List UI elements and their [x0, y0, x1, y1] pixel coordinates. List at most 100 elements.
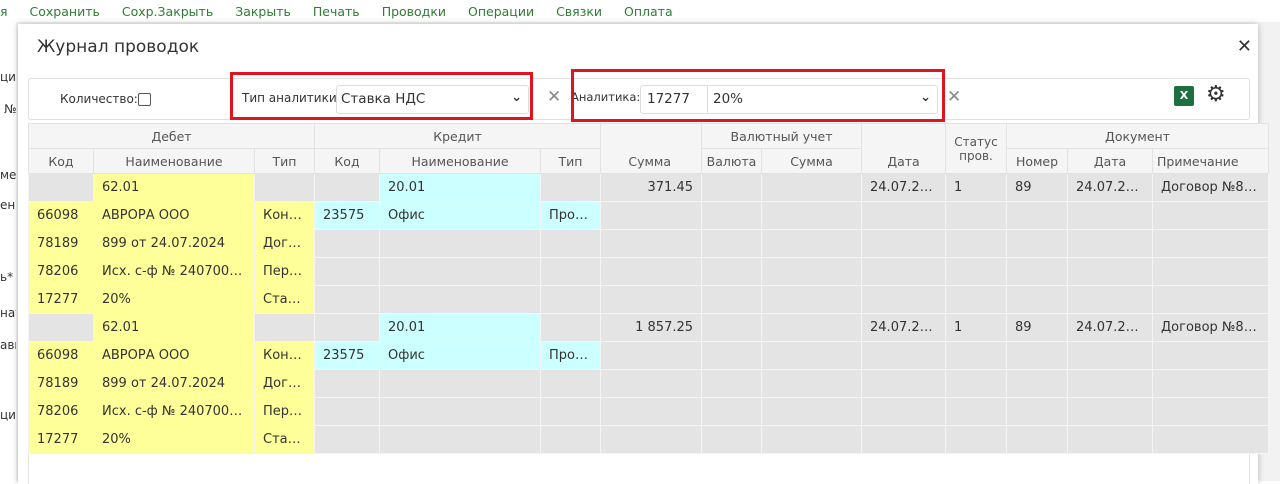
analytics-row[interactable]: 17277 20% Став... [28, 285, 1270, 314]
empty-cell[interactable] [1067, 201, 1154, 230]
empty-cell[interactable] [1152, 397, 1270, 426]
debit-code[interactable] [28, 313, 94, 342]
close-icon[interactable]: ✕ [1236, 36, 1252, 57]
debit-analytics-name[interactable]: 20% [93, 425, 255, 454]
empty-cell[interactable] [861, 285, 947, 314]
empty-cell[interactable] [600, 201, 703, 230]
header-credit-type[interactable]: Тип [540, 148, 602, 174]
credit-analytics-code[interactable]: 23575 [314, 341, 381, 370]
empty-cell[interactable] [761, 257, 863, 286]
credit-analytics-name[interactable]: Офис [379, 341, 542, 370]
analytics-type-select[interactable]: Ставка НДС ⌄ [336, 85, 529, 114]
empty-cell[interactable] [1067, 229, 1154, 258]
empty-cell[interactable] [861, 369, 947, 398]
debit-analytics-code[interactable]: 66098 [28, 201, 94, 230]
empty-cell[interactable] [761, 229, 863, 258]
doc-number[interactable]: 89 [1006, 313, 1069, 342]
debit-analytics-code[interactable]: 78206 [28, 257, 94, 286]
debit-analytics-type[interactable]: Перв... [253, 397, 316, 426]
header-debit-name[interactable]: Наименование [93, 148, 255, 174]
credit-analytics-code[interactable] [314, 397, 381, 426]
toolbar-item[interactable]: Связки [556, 3, 603, 19]
sum[interactable]: 1 857.25 [600, 313, 703, 342]
currency[interactable] [701, 173, 763, 202]
analytics-row[interactable]: 78189 899 от 24.07.2024 Дого... [28, 229, 1270, 258]
empty-cell[interactable] [701, 201, 763, 230]
debit-code[interactable] [28, 173, 94, 202]
empty-cell[interactable] [1006, 425, 1069, 454]
quantity-checkbox[interactable] [138, 93, 151, 106]
credit-analytics-code[interactable] [314, 369, 381, 398]
debit-analytics-type[interactable]: Перв... [253, 257, 316, 286]
header-status[interactable]: Статус пров. [945, 123, 1008, 174]
credit-analytics-type[interactable] [540, 285, 602, 314]
excel-export-button[interactable]: X [1174, 86, 1194, 106]
doc-date[interactable]: 24.07.2024 [1067, 173, 1154, 202]
note[interactable]: Договор №899 [1152, 313, 1270, 342]
note[interactable]: Договор №899 [1152, 173, 1270, 202]
credit-account[interactable]: 20.01 [379, 313, 542, 342]
empty-cell[interactable] [861, 425, 947, 454]
toolbar-item[interactable]: Сохранить [29, 3, 100, 19]
status[interactable]: 1 [945, 313, 1008, 342]
analytics-row[interactable]: 66098 АВРОРА ООО Конт... 23575 Офис Прое... [28, 341, 1270, 370]
debit-analytics-type[interactable]: Конт... [253, 201, 316, 230]
empty-cell[interactable] [701, 285, 763, 314]
empty-cell[interactable] [701, 341, 763, 370]
credit-analytics-name[interactable] [379, 425, 542, 454]
analytics-row[interactable]: 78189 899 от 24.07.2024 Дого... [28, 369, 1270, 398]
empty-cell[interactable] [701, 397, 763, 426]
debit-analytics-type[interactable]: Став... [253, 425, 316, 454]
debit-analytics-code[interactable]: 78206 [28, 397, 94, 426]
empty-cell[interactable] [945, 369, 1008, 398]
empty-cell[interactable] [1006, 285, 1069, 314]
header-currency-code[interactable]: Валюта [701, 148, 763, 174]
empty-cell[interactable] [1152, 285, 1270, 314]
header-date[interactable]: Дата [861, 123, 947, 174]
empty-cell[interactable] [600, 341, 703, 370]
credit-account[interactable]: 20.01 [379, 173, 542, 202]
empty-cell[interactable] [861, 229, 947, 258]
empty-cell[interactable] [1006, 201, 1069, 230]
credit-analytics-type[interactable] [540, 369, 602, 398]
credit-analytics-type[interactable]: Прое... [540, 201, 602, 230]
credit-analytics-type[interactable] [540, 397, 602, 426]
empty-cell[interactable] [701, 229, 763, 258]
empty-cell[interactable] [600, 425, 703, 454]
empty-cell[interactable] [1152, 341, 1270, 370]
debit-analytics-name[interactable]: 899 от 24.07.2024 [93, 229, 255, 258]
debit-analytics-name[interactable]: Исх. с-ф № 24070090 ... [93, 397, 255, 426]
empty-cell[interactable] [1067, 397, 1154, 426]
header-note[interactable]: Примечание [1152, 148, 1270, 174]
status[interactable]: 1 [945, 173, 1008, 202]
credit-analytics-code[interactable] [314, 257, 381, 286]
debit-analytics-type[interactable]: Дого... [253, 369, 316, 398]
credit-analytics-type[interactable]: Прое... [540, 341, 602, 370]
date[interactable]: 24.07.2024 [861, 313, 947, 342]
empty-cell[interactable] [1152, 425, 1270, 454]
debit-analytics-type[interactable]: Дого... [253, 229, 316, 258]
analytics-row[interactable]: 17277 20% Став... [28, 425, 1270, 454]
debit-analytics-code[interactable]: 78189 [28, 369, 94, 398]
toolbar-item[interactable]: Закрыть [235, 3, 291, 19]
currency[interactable] [701, 313, 763, 342]
debit-analytics-type[interactable]: Став... [253, 285, 316, 314]
empty-cell[interactable] [1067, 285, 1154, 314]
gear-icon[interactable]: ⚙ [1206, 82, 1226, 107]
debit-analytics-code[interactable]: 78189 [28, 229, 94, 258]
empty-cell[interactable] [945, 257, 1008, 286]
empty-cell[interactable] [761, 425, 863, 454]
empty-cell[interactable] [1152, 229, 1270, 258]
credit-analytics-code[interactable]: 23575 [314, 201, 381, 230]
empty-cell[interactable] [761, 341, 863, 370]
empty-cell[interactable] [1067, 425, 1154, 454]
toolbar-item[interactable]: Печать [312, 3, 360, 19]
empty-cell[interactable] [1006, 397, 1069, 426]
analytics-select[interactable]: 17277 20% ⌄ [640, 85, 938, 114]
empty-cell[interactable] [701, 369, 763, 398]
empty-cell[interactable] [761, 397, 863, 426]
header-debit-code[interactable]: Код [28, 148, 94, 174]
credit-analytics-type[interactable] [540, 229, 602, 258]
toolbar-item[interactable]: я [0, 3, 8, 19]
empty-cell[interactable] [1006, 257, 1069, 286]
